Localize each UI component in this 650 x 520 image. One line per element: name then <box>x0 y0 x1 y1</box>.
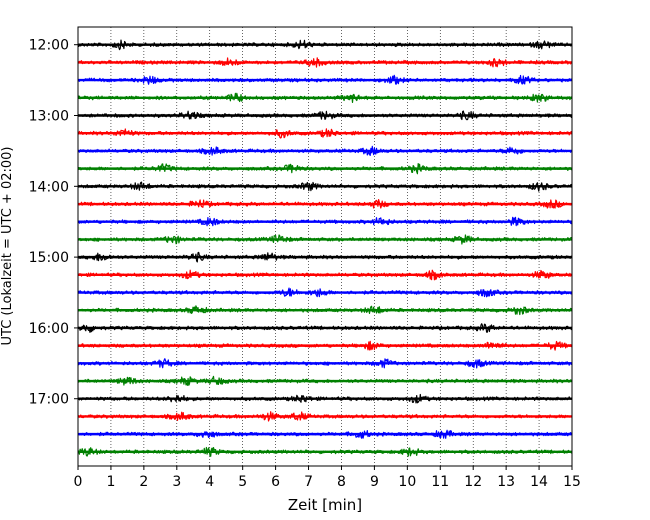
x-tick-label: 12 <box>464 474 482 490</box>
y-tick-label: 12:00 <box>29 38 69 54</box>
x-tick-label: 3 <box>172 474 181 490</box>
x-tick-label: 1 <box>106 474 115 490</box>
x-tick-label: 15 <box>563 474 581 490</box>
x-tick-label: 2 <box>139 474 148 490</box>
x-tick-label: 10 <box>398 474 416 490</box>
y-axis-label: UTC (Lokalzeit = UTC + 02:00) <box>0 147 15 346</box>
x-tick-label: 0 <box>74 474 83 490</box>
x-tick-label: 4 <box>205 474 214 490</box>
y-axis-ticks: 12:00 13:00 14:00 15:00 16:00 17:00 <box>29 38 78 408</box>
x-tick-label: 9 <box>370 474 379 490</box>
x-tick-label: 7 <box>304 474 313 490</box>
plot-frame <box>77 26 573 467</box>
x-tick-label: 5 <box>238 474 247 490</box>
x-tick-label: 6 <box>271 474 280 490</box>
trace-group <box>77 39 573 457</box>
y-tick-label: 16:00 <box>29 321 69 337</box>
y-tick-label: 13:00 <box>29 109 69 125</box>
x-tick-label: 14 <box>530 474 548 490</box>
x-axis-label: Zeit [min] <box>288 496 362 514</box>
y-tick-label: 14:00 <box>29 179 69 195</box>
x-tick-label: 8 <box>337 474 346 490</box>
x-axis-ticks: 0 1 2 3 4 5 6 7 8 9 10 11 12 13 14 15 <box>74 466 581 490</box>
y-tick-label: 15:00 <box>29 250 69 266</box>
y-tick-label: 17:00 <box>29 392 69 408</box>
x-tick-label: 13 <box>497 474 515 490</box>
x-tick-label: 11 <box>431 474 449 490</box>
vertical-grid <box>110 27 540 466</box>
